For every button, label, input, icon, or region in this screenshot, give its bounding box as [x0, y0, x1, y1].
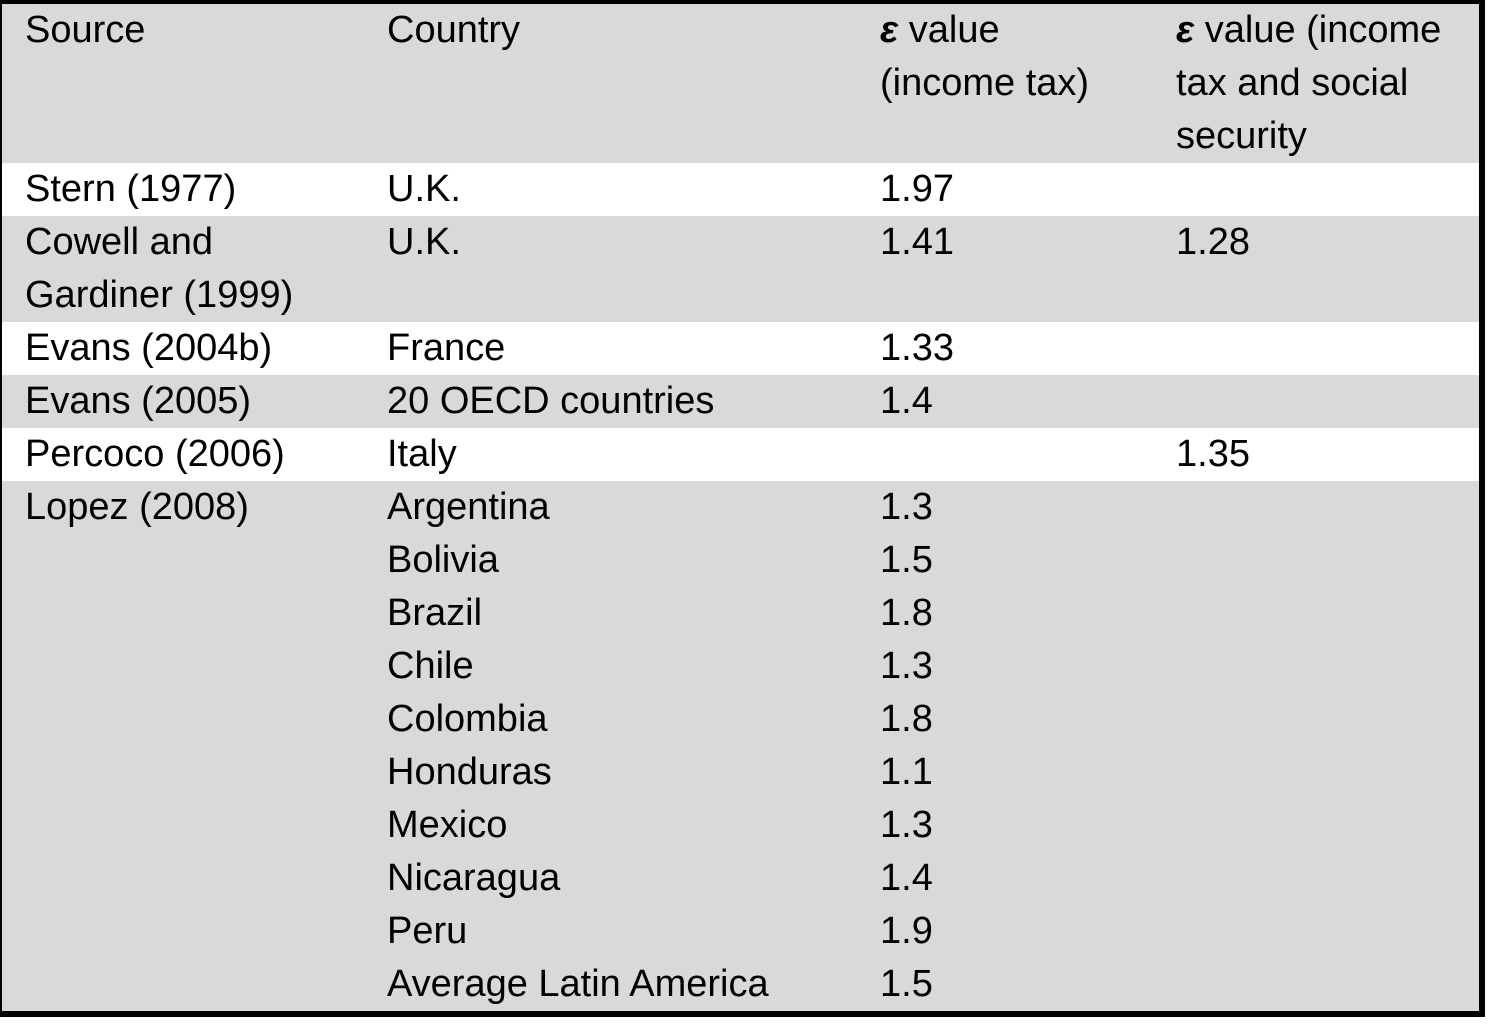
epsilon-symbol: ε — [880, 9, 899, 51]
source-cell: Stern (1977) — [2, 163, 364, 216]
source-text: Evans (2005) — [25, 380, 252, 422]
source-cell: Lopez (2008) — [2, 481, 364, 1011]
epsilon-symbol: ε — [1176, 9, 1195, 51]
column-header-source-label: Source — [25, 9, 146, 51]
income-tax-ss-value-cell — [1153, 163, 1479, 216]
value-line: 1.5 — [880, 539, 933, 581]
income-tax-value-cell: 1.4 — [857, 375, 1153, 428]
country-cell: U.K. — [364, 216, 857, 322]
income-tax-value-cell: 1.3 1.5 1.8 1.3 1.8 1.1 1.3 1.4 1.9 1.5 — [857, 481, 1153, 1011]
column-header-epsilon-income-tax-social-security-label: value (income tax and social security — [1176, 9, 1442, 157]
column-header-country-label: Country — [387, 9, 521, 51]
source-text: Lopez (2008) — [25, 486, 249, 528]
country-line: Argentina — [387, 486, 550, 528]
income-tax-ss-value-cell — [1153, 375, 1479, 428]
income-tax-ss-value-cell: 1.28 — [1153, 216, 1479, 322]
row-cowell-gardiner-1999: Cowell and Gardiner (1999) U.K. 1.41 1.2… — [2, 216, 1479, 322]
income-tax-value-cell: 1.41 — [857, 216, 1153, 322]
country-line: Brazil — [387, 592, 483, 634]
country-line: Chile — [387, 645, 474, 687]
source-cell: Cowell and Gardiner (1999) — [2, 216, 364, 322]
source-cell: Evans (2004b) — [2, 322, 364, 375]
country-cell: U.K. — [364, 163, 857, 216]
income-tax-ss-value-cell: 1.35 — [1153, 428, 1479, 481]
country-line: Bolivia — [387, 539, 499, 581]
value-line: 1.9 — [880, 910, 933, 952]
country-cell: 20 OECD countries — [364, 375, 857, 428]
value-line: 1.4 — [880, 857, 933, 899]
country-cell: Italy — [364, 428, 857, 481]
header-row: Source Country ε value (income tax) ε va… — [2, 4, 1479, 163]
income-tax-value-cell — [857, 428, 1153, 481]
source-text: Evans (2004b) — [25, 327, 273, 369]
value-line: 1.3 — [880, 486, 933, 528]
value-line: 1.8 — [880, 592, 933, 634]
income-tax-value-cell: 1.33 — [857, 322, 1153, 375]
column-header-country: Country — [364, 4, 857, 163]
source-cell: Percoco (2006) — [2, 428, 364, 481]
value-line: 1.3 — [880, 804, 933, 846]
row-percoco-2006: Percoco (2006) Italy 1.35 — [2, 428, 1479, 481]
column-header-epsilon-income-tax: ε value (income tax) — [857, 4, 1153, 163]
country-line: Honduras — [387, 751, 552, 793]
source-text: Stern (1977) — [25, 168, 237, 210]
source-text: Cowell and Gardiner (1999) — [25, 221, 294, 316]
country-line: Mexico — [387, 804, 508, 846]
income-tax-ss-value-cell — [1153, 322, 1479, 375]
country-cell: France — [364, 322, 857, 375]
country-cell: Argentina Bolivia Brazil Chile Colombia … — [364, 481, 857, 1011]
country-line: Nicaragua — [387, 857, 561, 899]
income-tax-ss-value-cell — [1153, 481, 1479, 1011]
country-line: Average Latin America — [387, 963, 769, 1005]
source-cell: Evans (2005) — [2, 375, 364, 428]
value-line: 1.1 — [880, 751, 933, 793]
country-line: Colombia — [387, 698, 548, 740]
column-header-epsilon-income-tax-social-security: ε value (income tax and social security — [1153, 4, 1479, 163]
row-evans-2004b: Evans (2004b) France 1.33 — [2, 322, 1479, 375]
value-line: 1.5 — [880, 963, 933, 1005]
country-line: Peru — [387, 910, 468, 952]
income-tax-value-cell: 1.97 — [857, 163, 1153, 216]
elasticity-values-table: Source Country ε value (income tax) ε va… — [2, 4, 1479, 1011]
column-header-epsilon-income-tax-label: value (income tax) — [880, 9, 1090, 104]
source-text: Percoco (2006) — [25, 433, 285, 475]
row-stern-1977: Stern (1977) U.K. 1.97 — [2, 163, 1479, 216]
column-header-source: Source — [2, 4, 364, 163]
value-line: 1.3 — [880, 645, 933, 687]
row-lopez-2008: Lopez (2008) Argentina Bolivia Brazil Ch… — [2, 481, 1479, 1011]
row-evans-2005: Evans (2005) 20 OECD countries 1.4 — [2, 375, 1479, 428]
value-line: 1.8 — [880, 698, 933, 740]
